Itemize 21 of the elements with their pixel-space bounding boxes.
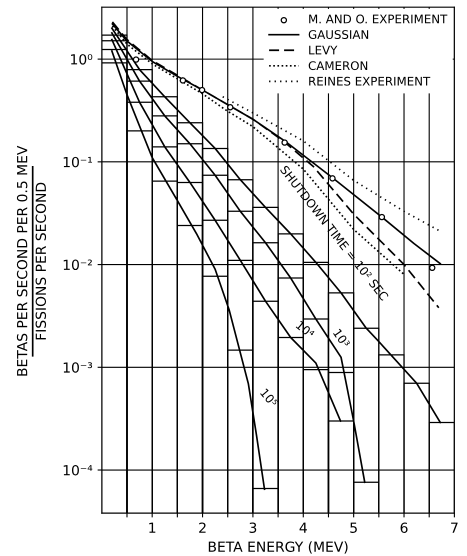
legend-label: REINES EXPERIMENT: [309, 76, 430, 86]
y-tick-label: 10⁻²: [64, 260, 92, 270]
y-axis-title: BETAS PER SECOND PER 0.5 MEV FISSIONS PER SECOND: [16, 146, 46, 376]
x-tick-label: 5: [350, 522, 357, 533]
x-tick-label: 2: [199, 522, 206, 533]
x-tick-label: 7: [451, 522, 458, 533]
legend-label: GAUSSIAN: [308, 30, 368, 40]
x-tick-label: 6: [400, 522, 408, 533]
y-tick-label: 10⁻⁴: [64, 464, 92, 476]
text: 10⁵: [260, 388, 278, 408]
x-axis-title: BETA ENERGY (MEV): [208, 541, 348, 554]
legend-label: LEVY: [309, 46, 338, 54]
y-tick-label: 10⁰: [71, 54, 92, 65]
x-tick-label: 4: [300, 522, 307, 533]
text: 10³: [332, 328, 350, 348]
x-tick-label: 1: [149, 522, 156, 533]
y-tick-label: 10⁻¹: [64, 156, 92, 168]
legend-label: M. AND O. EXPERIMENT: [309, 14, 448, 24]
x-tick-label: 3: [250, 522, 256, 533]
legend-label: CAMERON: [308, 61, 368, 70]
y-tick-label: 10⁻³: [64, 362, 92, 373]
